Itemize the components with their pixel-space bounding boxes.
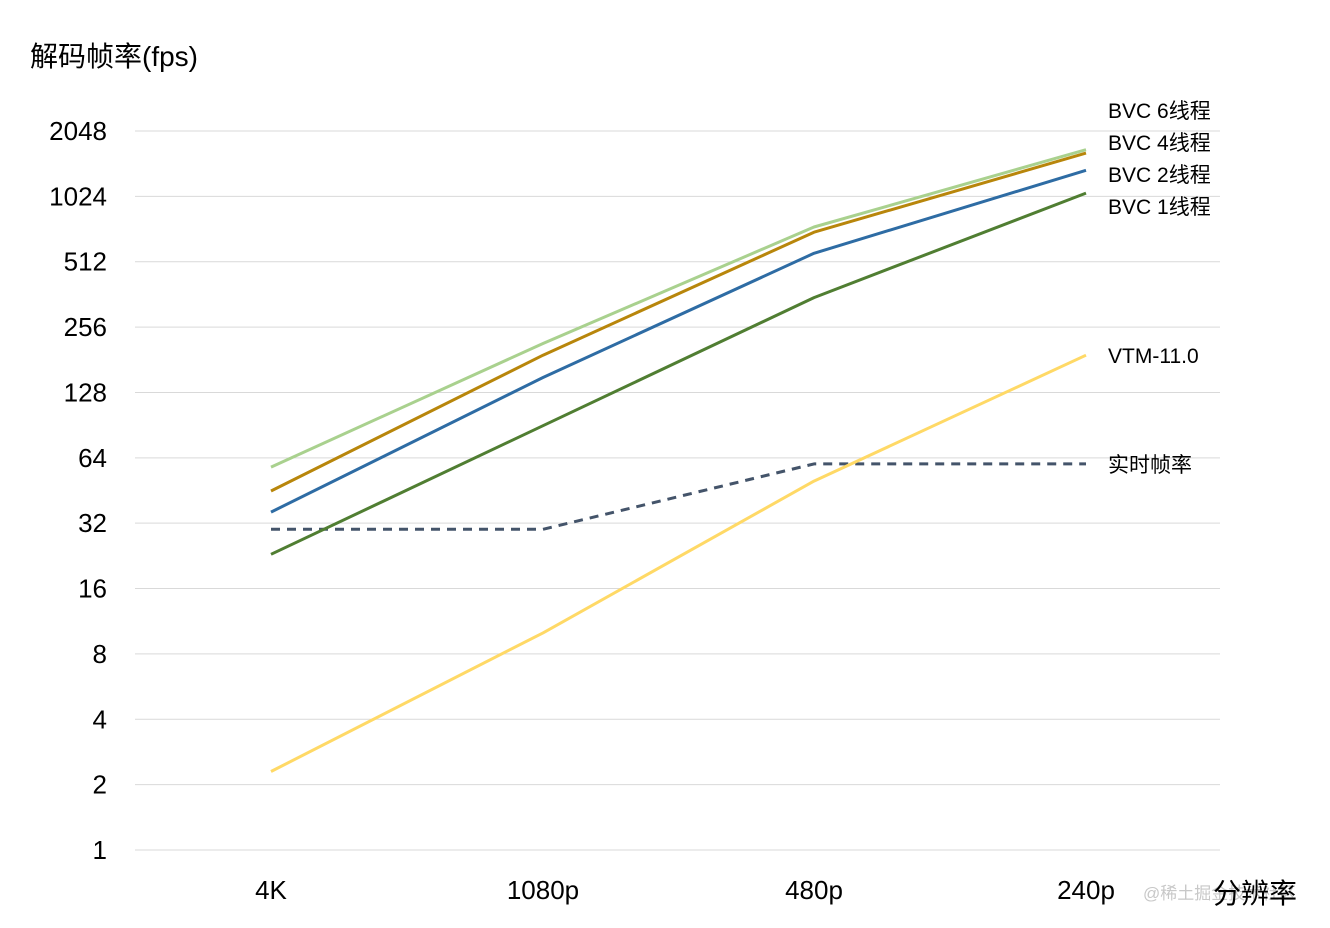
x-tick-label: 480p (785, 875, 843, 905)
y-tick-label: 1024 (49, 181, 107, 211)
y-tick-label: 256 (64, 312, 107, 342)
y-tick-label: 2 (93, 770, 107, 800)
watermark: @稀土掘金技术社区 (1143, 884, 1296, 903)
series-line (270, 353, 1087, 773)
x-axis-ticks: 4K 1080p 480p 240p (255, 875, 1115, 905)
series-line (270, 148, 1087, 469)
series-line (271, 462, 1086, 531)
series-line (270, 151, 1087, 493)
series-lines (270, 148, 1087, 773)
series-label: VTM-11.0 (1108, 345, 1199, 368)
series-labels: BVC 6线程 BVC 4线程 BVC 2线程 BVC 1线程 VTM-11.0 实时帧率 (1108, 100, 1211, 477)
gridlines (135, 130, 1220, 851)
series-label: BVC 4线程 (1108, 132, 1211, 155)
y-axis-ticks: 1 2 4 8 16 32 64 128 256 512 1024 2048 (49, 116, 107, 865)
y-tick-label: 32 (78, 508, 107, 538)
x-tick-label: 4K (255, 875, 287, 905)
y-tick-label: 1 (93, 835, 107, 865)
series-label: BVC 6线程 (1108, 100, 1211, 123)
y-tick-label: 4 (93, 704, 107, 734)
y-tick-label: 128 (64, 377, 107, 407)
y-tick-label: 8 (93, 639, 107, 669)
series-label: 实时帧率 (1108, 454, 1192, 477)
x-tick-label: 1080p (507, 875, 579, 905)
series-line (270, 168, 1087, 514)
y-tick-label: 512 (64, 247, 107, 277)
y-tick-label: 16 (78, 574, 107, 604)
y-tick-label: 2048 (49, 116, 107, 146)
y-axis-title: 解码帧率(fps) (30, 41, 198, 72)
y-tick-label: 64 (78, 443, 107, 473)
series-line (270, 191, 1087, 556)
x-tick-label: 240p (1057, 875, 1115, 905)
x-axis-title: 分辨率 (1213, 878, 1297, 909)
series-label: BVC 1线程 (1108, 196, 1211, 219)
series-label: BVC 2线程 (1108, 164, 1211, 187)
